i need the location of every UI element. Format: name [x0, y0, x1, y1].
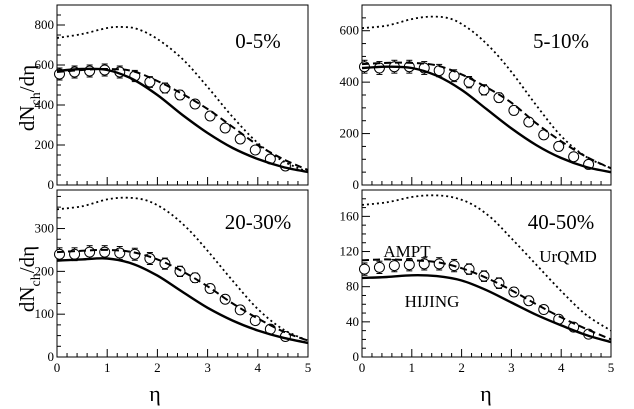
series-line-dotted — [56, 26, 309, 173]
y-tick-label: 120 — [340, 244, 360, 259]
y-tick-label: 400 — [35, 97, 55, 112]
series-line-dotted — [361, 15, 612, 170]
y-tick-label: 100 — [35, 306, 55, 321]
data-point — [358, 263, 370, 275]
y-tick-label: 200 — [340, 126, 360, 141]
data-point — [234, 304, 246, 316]
x-tick-label: 3 — [508, 360, 515, 375]
panel-0-5%: 0 200 400 600 800 0-5% — [35, 4, 309, 192]
y-tick-label: 200 — [35, 137, 55, 152]
x-tick-label: 2 — [154, 360, 161, 375]
series-line-dashed — [361, 258, 612, 341]
series-line-solid — [361, 274, 612, 344]
y-tick-label: 40 — [346, 314, 359, 329]
x-tick-label: 0 — [359, 360, 366, 375]
data-point — [568, 151, 580, 163]
x-tick-label: 4 — [558, 360, 565, 375]
data-point — [99, 246, 111, 258]
data-point — [508, 104, 520, 116]
series-line-solid — [56, 67, 309, 174]
y-tick-label: 160 — [340, 208, 360, 223]
y-tick-label: 0 — [353, 177, 360, 192]
series-line-dashed — [56, 248, 309, 342]
data-point — [84, 246, 96, 258]
y-axis-label-top: dNch/dη — [15, 65, 44, 131]
x-tick-label: 1 — [104, 360, 111, 375]
y-tick-label: 0 — [48, 349, 55, 364]
panel-title: 0-5% — [235, 29, 281, 53]
y-tick-label: 0 — [48, 177, 55, 192]
panel-40-50%: 0 40 80 120 160 0 1 2 3 4 5 40-50% AMPT UrQMD HIJING — [340, 189, 615, 375]
data-points — [54, 63, 291, 172]
annotation-ampt: AMPT — [383, 242, 431, 261]
y-axis-label-bottom: dNch/dη — [15, 246, 44, 312]
series-line-dotted — [56, 196, 309, 342]
series-line-dotted — [361, 194, 612, 332]
panel-title: 40-50% — [528, 210, 595, 234]
y-tick-label: 600 — [340, 23, 360, 38]
data-point — [84, 65, 96, 77]
x-tick-label: 1 — [409, 360, 416, 375]
panel-title: 5-10% — [533, 29, 589, 53]
series-line-solid — [56, 257, 309, 345]
data-points — [358, 257, 595, 340]
data-point — [523, 116, 535, 128]
data-point — [54, 248, 66, 260]
y-tick-label: 600 — [35, 57, 55, 72]
data-point — [388, 260, 400, 272]
y-tick-label: 80 — [346, 279, 359, 294]
x-tick-label: 5 — [608, 360, 615, 375]
y-tick-label: 0 — [353, 349, 360, 364]
series-line-solid — [361, 65, 612, 174]
data-point — [553, 140, 565, 152]
data-points — [358, 59, 595, 170]
data-point — [249, 144, 261, 156]
panel-20-30%: 0 100 200 300 0 1 2 3 4 5 20-30% — [35, 189, 312, 375]
data-point — [234, 133, 246, 145]
y-tick-label: 200 — [35, 263, 55, 278]
data-point — [373, 261, 385, 273]
plot-frame — [56, 189, 309, 358]
data-point — [219, 122, 231, 134]
y-tick-label: 300 — [35, 221, 55, 236]
x-tick-label: 2 — [458, 360, 465, 375]
y-tick-label: 400 — [340, 74, 360, 89]
panel-5-10%: 0 200 400 600 5-10% — [340, 4, 612, 192]
x-tick-label: 0 — [54, 360, 61, 375]
data-point — [189, 98, 201, 110]
panel-title: 20-30% — [225, 210, 292, 234]
x-tick-label: 3 — [204, 360, 211, 375]
x-axis-label-right: η — [480, 381, 492, 406]
x-tick-label: 5 — [305, 360, 312, 375]
x-tick-label: 4 — [255, 360, 262, 375]
data-point — [159, 258, 171, 270]
annotation-hijing: HIJING — [405, 292, 460, 311]
x-axis-label-left: η — [149, 381, 161, 406]
annotation-urqmd: UrQMD — [539, 247, 597, 266]
y-tick-label: 800 — [35, 17, 55, 32]
